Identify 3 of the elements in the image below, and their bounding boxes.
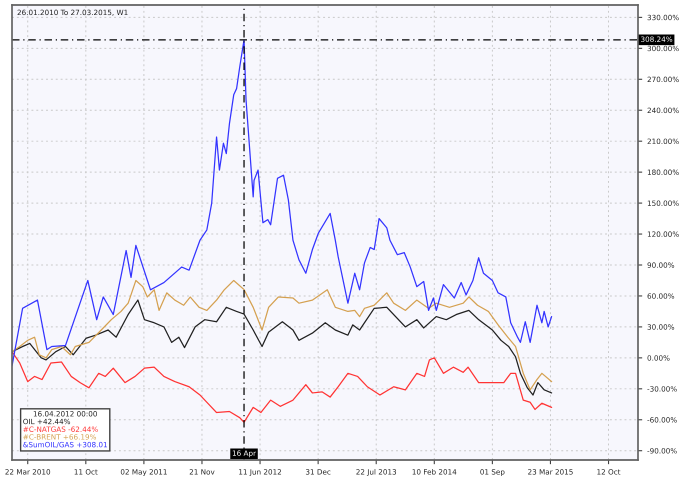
line-series <box>12 351 552 423</box>
line-series <box>12 280 552 390</box>
line-series <box>12 299 552 396</box>
